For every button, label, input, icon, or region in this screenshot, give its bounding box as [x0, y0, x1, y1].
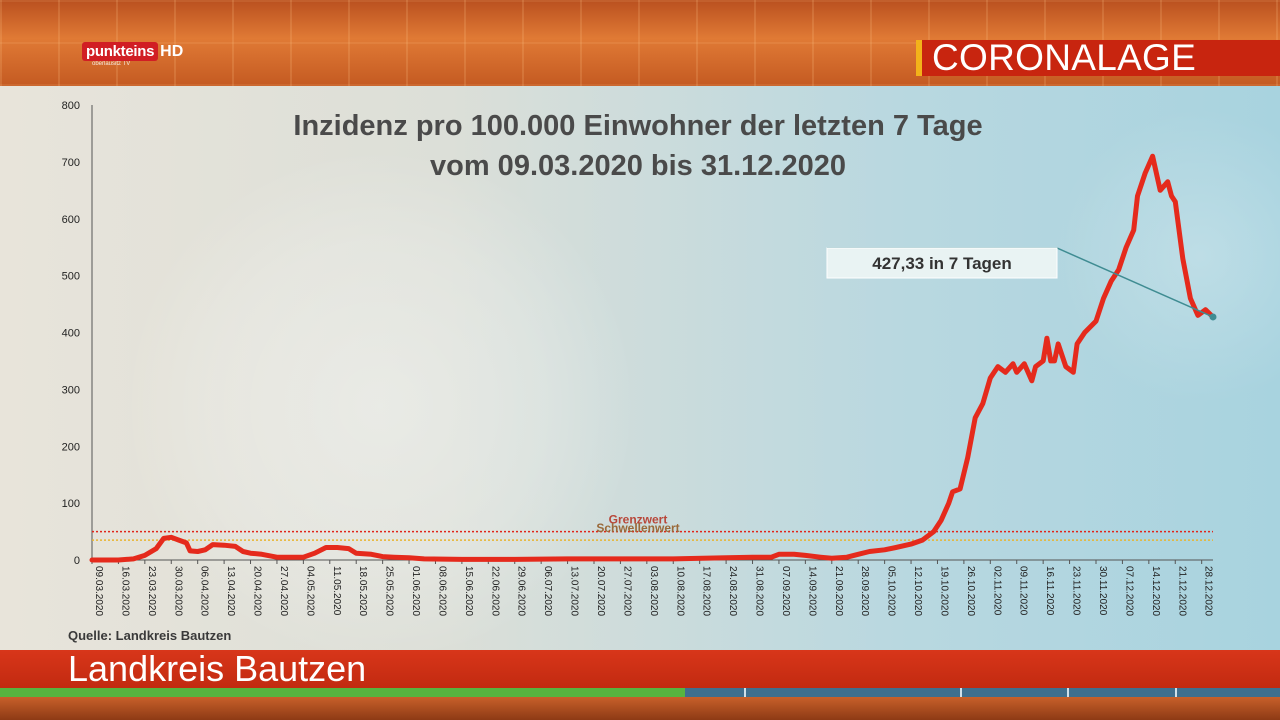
x-tick-label: 09.03.2020	[93, 566, 104, 616]
y-tick-label: 400	[62, 328, 80, 340]
x-tick-label: 30.11.2020	[1097, 566, 1108, 616]
x-tick-label: 18.05.2020	[357, 566, 368, 616]
x-tick-label: 20.07.2020	[595, 566, 606, 616]
ticker-separator	[744, 688, 746, 697]
logo-hd: HD	[160, 43, 184, 60]
y-tick-label: 700	[62, 157, 80, 169]
x-tick-label: 03.08.2020	[648, 566, 659, 616]
ticker-separator	[960, 688, 962, 697]
lower-third: Landkreis Bautzen	[0, 650, 1280, 720]
callout-label: 427,33 in 7 Tagen	[872, 254, 1012, 273]
x-tick-label: 06.07.2020	[542, 566, 553, 616]
x-tick-label: 21.09.2020	[833, 566, 844, 616]
x-tick-label: 05.10.2020	[886, 566, 897, 616]
header-bar: punkteins HD oberlausitz TV CORONALAGE	[0, 0, 1280, 86]
ticker-progress	[0, 688, 685, 697]
x-tick-label: 28.09.2020	[859, 566, 870, 616]
x-tick-label: 27.04.2020	[278, 566, 289, 616]
reference-label-grenzwert: Grenzwert	[609, 513, 668, 527]
x-tick-label: 15.06.2020	[463, 566, 474, 616]
x-tick-label: 17.08.2020	[701, 566, 712, 616]
ticker-separator	[1175, 688, 1177, 697]
chart-title: Inzidenz pro 100.000 Einwohner der letzt…	[293, 110, 983, 142]
y-tick-label: 500	[62, 271, 80, 283]
y-tick-label: 800	[62, 100, 80, 112]
bottom-strip	[0, 697, 1280, 720]
section-title: CORONALAGE	[916, 39, 1280, 76]
x-tick-label: 31.08.2020	[754, 566, 765, 616]
x-tick-label: 30.03.2020	[172, 566, 183, 616]
ticker-bar	[0, 688, 1280, 697]
y-tick-label: 200	[62, 441, 80, 453]
chart-panel: Inzidenz pro 100.000 Einwohner der letzt…	[0, 86, 1280, 650]
virus-background-image	[120, 146, 640, 650]
x-tick-label: 28.12.2020	[1203, 566, 1214, 616]
x-tick-label: 08.06.2020	[436, 566, 447, 616]
x-tick-label: 02.11.2020	[991, 566, 1002, 616]
x-tick-label: 21.12.2020	[1176, 566, 1187, 616]
x-tick-label: 26.10.2020	[965, 566, 976, 616]
x-tick-label: 16.03.2020	[119, 566, 130, 616]
y-tick-label: 100	[62, 498, 80, 510]
x-tick-label: 25.05.2020	[384, 566, 395, 616]
x-tick-label: 11.05.2020	[331, 566, 342, 616]
x-tick-label: 27.07.2020	[621, 566, 632, 616]
ticker-separator	[1067, 688, 1069, 697]
x-tick-label: 14.12.2020	[1150, 566, 1161, 616]
x-tick-label: 06.04.2020	[199, 566, 210, 616]
channel-logo: punkteins HD oberlausitz TV	[82, 42, 184, 67]
x-tick-label: 16.11.2020	[1044, 566, 1055, 616]
x-tick-label: 13.04.2020	[225, 566, 236, 616]
x-tick-label: 14.09.2020	[806, 566, 817, 616]
x-tick-label: 22.06.2020	[489, 566, 500, 616]
chart-source: Quelle: Landkreis Bautzen	[68, 628, 232, 643]
location-title: Landkreis Bautzen	[0, 650, 1280, 688]
x-tick-label: 10.08.2020	[674, 566, 685, 616]
incidence-line-chart: 0 100 200 300 400 500 600 700 800 09.03.2020 16.03…	[62, 100, 1217, 616]
x-tick-label: 07.09.2020	[780, 566, 791, 616]
x-tick-label: 07.12.2020	[1123, 566, 1134, 616]
logo-brand: punkteins	[82, 42, 159, 61]
callout-box	[826, 247, 1058, 279]
chart-title-block: Inzidenz pro 100.000 Einwohner der letzt…	[200, 106, 1076, 186]
x-tick-label: 13.07.2020	[569, 566, 580, 616]
x-tick-label: 01.06.2020	[410, 566, 421, 616]
x-tick-label: 04.05.2020	[304, 566, 315, 616]
x-tick-label: 23.03.2020	[146, 566, 157, 616]
incidence-series-line	[89, 153, 1216, 563]
virus-background-image-right	[1050, 106, 1280, 406]
callout-anchor-point	[1209, 313, 1217, 321]
x-tick-label: 12.10.2020	[912, 566, 923, 616]
y-tick-label: 0	[74, 555, 80, 567]
x-tick-label: 29.06.2020	[516, 566, 527, 616]
x-tick-label: 24.08.2020	[727, 566, 738, 616]
y-tick-label: 300	[62, 384, 80, 396]
logo-sub: oberlausitz TV	[92, 61, 131, 67]
x-tick-label: 23.11.2020	[1071, 566, 1082, 616]
chart-subtitle: vom 09.03.2020 bis 31.12.2020	[430, 150, 846, 182]
reference-label-schwellenwert: Schwellenwert	[596, 521, 679, 535]
x-tick-label: 19.10.2020	[938, 566, 949, 616]
x-tick-label: 20.04.2020	[252, 566, 263, 616]
x-tick-label: 09.11.2020	[1018, 566, 1029, 616]
y-tick-label: 600	[62, 214, 80, 226]
